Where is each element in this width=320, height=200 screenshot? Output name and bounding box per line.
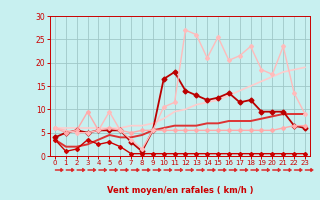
X-axis label: Vent moyen/en rafales ( km/h ): Vent moyen/en rafales ( km/h ) <box>107 186 253 195</box>
